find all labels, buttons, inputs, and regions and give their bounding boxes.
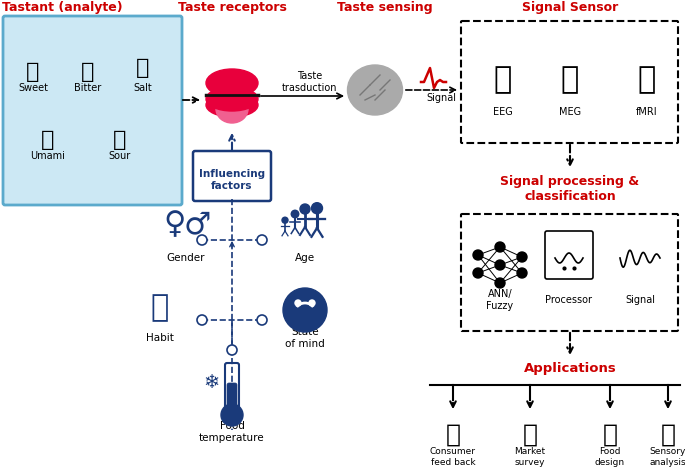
Ellipse shape <box>206 93 258 117</box>
Text: Signal processing &
classification: Signal processing & classification <box>501 175 640 203</box>
Circle shape <box>309 300 315 306</box>
Text: fMRI: fMRI <box>636 107 658 117</box>
Circle shape <box>312 203 323 214</box>
Text: 🔬: 🔬 <box>660 423 675 447</box>
FancyBboxPatch shape <box>193 151 271 201</box>
Text: Sour: Sour <box>109 151 131 161</box>
Text: 🍬: 🍬 <box>26 62 40 82</box>
Ellipse shape <box>347 65 403 115</box>
FancyBboxPatch shape <box>227 383 237 417</box>
Text: 🧂: 🧂 <box>136 58 150 78</box>
Text: 👤: 👤 <box>494 65 512 94</box>
Text: 🌿: 🌿 <box>82 62 95 82</box>
Text: 👥: 👥 <box>445 423 460 447</box>
Circle shape <box>221 404 243 426</box>
Text: Age: Age <box>295 253 315 263</box>
Text: 🍶: 🍶 <box>603 423 617 447</box>
Text: 📡: 📡 <box>561 65 579 94</box>
Ellipse shape <box>216 95 248 123</box>
FancyBboxPatch shape <box>545 231 593 279</box>
Text: Taste
trasduction: Taste trasduction <box>282 71 338 93</box>
Ellipse shape <box>206 69 258 97</box>
Circle shape <box>291 210 299 218</box>
Circle shape <box>197 315 207 325</box>
Text: Food
design: Food design <box>595 447 625 467</box>
Text: Gender: Gender <box>166 253 205 263</box>
Circle shape <box>495 242 505 252</box>
Text: Market
survey: Market survey <box>514 447 545 467</box>
Text: Sensory
analysis: Sensory analysis <box>649 447 685 467</box>
Text: Tastant (analyte): Tastant (analyte) <box>1 1 123 14</box>
Ellipse shape <box>206 87 258 111</box>
Circle shape <box>227 345 237 355</box>
Text: Consumer
feed back: Consumer feed back <box>430 447 476 467</box>
Circle shape <box>495 260 505 270</box>
Text: Applications: Applications <box>523 362 616 375</box>
Text: 🍖: 🍖 <box>41 130 55 150</box>
Text: ♂: ♂ <box>184 211 211 240</box>
Text: 🏋: 🏋 <box>151 293 169 323</box>
Text: 🎯: 🎯 <box>638 65 656 94</box>
Circle shape <box>197 235 207 245</box>
Text: Signal: Signal <box>625 295 655 305</box>
Circle shape <box>300 204 310 214</box>
Circle shape <box>473 250 483 260</box>
Circle shape <box>495 278 505 288</box>
Text: Food
temperature: Food temperature <box>199 421 265 443</box>
Circle shape <box>257 235 267 245</box>
Text: Bitter: Bitter <box>75 83 101 93</box>
Text: ❄: ❄ <box>204 373 220 391</box>
Circle shape <box>295 300 301 306</box>
Circle shape <box>517 252 527 262</box>
Circle shape <box>517 268 527 278</box>
FancyBboxPatch shape <box>225 363 239 412</box>
Text: Processor: Processor <box>545 295 593 305</box>
Text: Influencing
factors: Influencing factors <box>199 169 265 191</box>
Circle shape <box>283 288 327 332</box>
Text: 🍋: 🍋 <box>113 130 127 150</box>
Text: Signal: Signal <box>426 93 456 103</box>
Text: Signal Sensor: Signal Sensor <box>522 1 618 14</box>
Text: State
of mind: State of mind <box>285 327 325 349</box>
Text: Umami: Umami <box>31 151 66 161</box>
Text: Sweet: Sweet <box>18 83 48 93</box>
Text: ♀: ♀ <box>164 211 186 240</box>
Circle shape <box>473 268 483 278</box>
Text: Salt: Salt <box>134 83 152 93</box>
Text: Taste receptors: Taste receptors <box>177 1 286 14</box>
Text: Taste sensing: Taste sensing <box>337 1 433 14</box>
Text: 🧑: 🧑 <box>523 423 538 447</box>
Circle shape <box>257 315 267 325</box>
Text: EEG: EEG <box>493 107 513 117</box>
Text: MEG: MEG <box>559 107 581 117</box>
Circle shape <box>282 217 288 223</box>
Text: Habit: Habit <box>146 333 174 343</box>
FancyBboxPatch shape <box>3 16 182 205</box>
Text: ANN/
Fuzzy: ANN/ Fuzzy <box>486 289 514 311</box>
